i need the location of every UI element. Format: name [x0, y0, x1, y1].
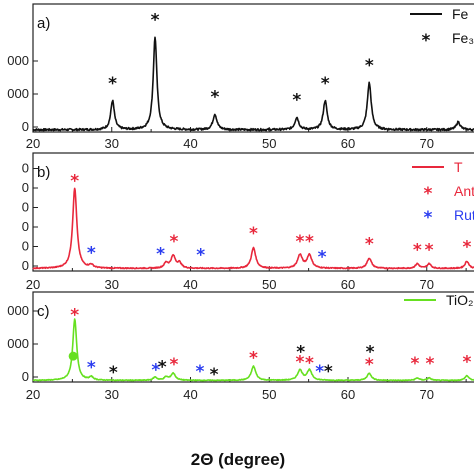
y-tick-label: 0	[22, 180, 29, 195]
x-tick-label: 50	[262, 387, 276, 402]
peak-marker-star: *	[462, 237, 471, 257]
peak-marker-star: *	[87, 244, 96, 264]
x-tick-label: 60	[341, 277, 355, 292]
peak-marker-star: *	[315, 362, 324, 382]
series-dot-marker	[68, 351, 78, 361]
panels-layer: 2030405060700000000a)******Fe*Fe₃O203040…	[7, 3, 474, 402]
x-tick-label: 30	[105, 136, 119, 151]
peak-marker-star: *	[196, 362, 205, 382]
plot-frame	[32, 291, 474, 383]
panel-label: a)	[37, 15, 50, 32]
peak-marker-star: *	[210, 87, 219, 107]
y-tick-label: 0	[22, 219, 29, 234]
peak-marker-star: *	[366, 342, 375, 362]
peak-marker-star: *	[365, 234, 374, 254]
peak-marker-star: *	[87, 358, 96, 378]
panel-label: b)	[37, 164, 50, 181]
series-line	[32, 187, 474, 270]
x-tick-label: 40	[183, 136, 197, 151]
legend-star-swatch: *	[424, 184, 433, 204]
peak-marker-star: *	[151, 11, 160, 31]
peak-marker-star: *	[70, 306, 79, 326]
peak-marker-star: *	[151, 360, 160, 380]
series-line	[32, 36, 474, 132]
x-tick-label: 70	[420, 277, 434, 292]
x-tick-label: 20	[26, 136, 40, 151]
peak-marker-star: *	[413, 240, 422, 260]
x-tick-label: 50	[262, 136, 276, 151]
panel-b: 203040506070000000b)*************T*Anta*…	[22, 152, 474, 292]
peak-marker-star: *	[109, 363, 118, 383]
x-tick-label: 60	[341, 136, 355, 151]
x-tick-label: 70	[420, 387, 434, 402]
legend-label: Rutil	[454, 207, 474, 223]
peak-marker-star: *	[425, 240, 434, 260]
legend-label: T	[454, 159, 463, 175]
legend-label: TiO₂	[446, 292, 473, 308]
y-tick-label: 0	[22, 369, 29, 384]
peak-marker-star: *	[249, 349, 258, 369]
legend-star-swatch: *	[422, 31, 431, 51]
panel-label: c)	[37, 303, 50, 320]
y-tick-label: 0	[22, 161, 29, 176]
x-tick-label: 20	[26, 277, 40, 292]
peak-marker-star: *	[196, 246, 205, 266]
peak-marker-star: *	[365, 355, 374, 375]
peak-marker-star: *	[156, 245, 165, 265]
peak-marker-star: *	[410, 354, 419, 374]
series-line	[32, 318, 474, 382]
y-tick-label: 000	[7, 303, 29, 318]
y-tick-label: 000	[7, 86, 29, 101]
legend-star-swatch: *	[424, 208, 433, 228]
y-tick-label: 0	[22, 119, 29, 134]
x-tick-label: 30	[105, 277, 119, 292]
peak-marker-star: *	[321, 74, 330, 94]
legend: T * Anta * Rutil	[412, 159, 474, 228]
legend-label: Fe₃O	[452, 30, 474, 46]
y-tick-label: 0	[22, 239, 29, 254]
x-tick-label: 50	[262, 277, 276, 292]
plot-frame	[32, 3, 474, 133]
x-tick-label: 30	[105, 387, 119, 402]
x-tick-label: 40	[183, 387, 197, 402]
peak-marker-star: *	[296, 353, 305, 373]
peak-marker-star: *	[158, 357, 167, 377]
legend-label: Anta	[454, 183, 474, 199]
y-tick-label: 000	[7, 53, 29, 68]
peak-marker-star: *	[296, 232, 305, 252]
y-tick-label: 0	[22, 200, 29, 215]
peak-marker-star: *	[296, 342, 305, 362]
peak-marker-star: *	[305, 232, 314, 252]
peak-marker-star: *	[210, 365, 219, 385]
peak-marker-star: *	[365, 56, 374, 76]
y-tick-label: 0	[22, 258, 29, 273]
legend-label: Fe	[452, 6, 469, 22]
peak-marker-star: *	[108, 74, 117, 94]
peak-marker-star: *	[305, 353, 314, 373]
y-tick-label: 000	[7, 336, 29, 351]
x-tick-label: 70	[420, 136, 434, 151]
peak-marker-star: *	[170, 232, 179, 252]
peak-marker-star: *	[249, 224, 258, 244]
peak-marker-star: *	[292, 91, 301, 111]
peak-marker-star: *	[318, 248, 327, 268]
peak-marker-star: *	[324, 362, 333, 382]
legend: TiO₂	[404, 292, 473, 308]
legend: Fe * Fe₃O	[410, 6, 474, 51]
x-tick-label: 20	[26, 387, 40, 402]
x-tick-label: 40	[183, 277, 197, 292]
peak-marker-star: *	[170, 355, 179, 375]
x-axis-title: 2Θ (degree)	[191, 450, 285, 469]
plot-frame	[32, 152, 474, 272]
peak-marker-star: *	[462, 353, 471, 373]
peak-marker-star: *	[70, 172, 79, 192]
peak-marker-star: *	[425, 354, 434, 374]
x-tick-label: 60	[341, 387, 355, 402]
